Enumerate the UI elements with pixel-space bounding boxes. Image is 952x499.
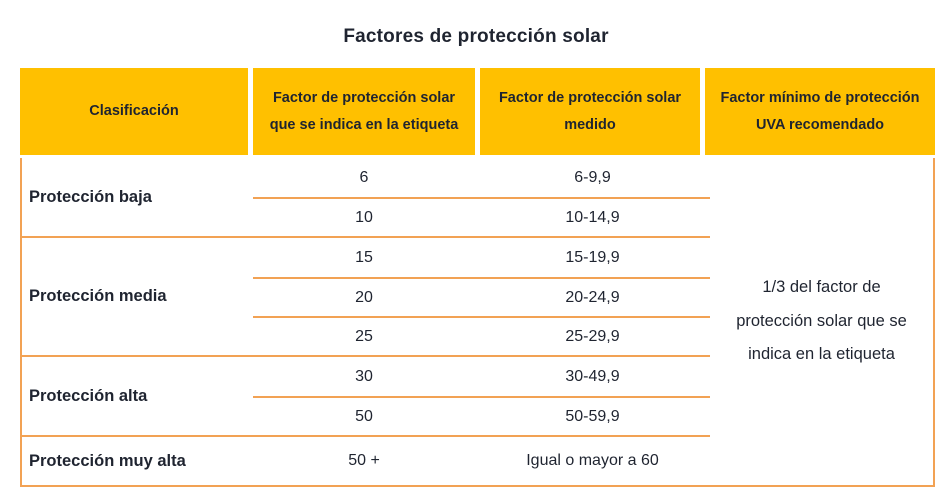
- factor-subrows: 15 15-19,9 20 20-24,9 25 25-29,9: [253, 238, 710, 355]
- classification-group: Protección alta 30 30-49,9 50 50-59,9: [22, 355, 710, 435]
- measured-factor-value: 6-9,9: [574, 168, 611, 186]
- measured-factor-value: 10-14,9: [565, 208, 620, 226]
- label-factor-value: 15: [355, 248, 373, 266]
- uva-merged-cell: 1/3 del factor de protección solar que s…: [710, 158, 933, 485]
- factor-subrows: 6 6-9,9 10 10-14,9: [253, 158, 710, 236]
- header-factor-uva: Factor mínimo de protección UVA recomend…: [705, 68, 935, 155]
- label-factor-value: 10: [355, 208, 373, 226]
- classification-label: Protección media: [29, 287, 167, 305]
- table-row: 50 + Igual o mayor a 60: [253, 437, 710, 485]
- table-body: Protección baja 6 6-9,9 10 10-14,9 Protección…: [20, 158, 935, 487]
- label-factor-value: 20: [355, 288, 373, 306]
- table-row: 10 10-14,9: [253, 197, 710, 236]
- classification-group: Protección muy alta 50 + Igual o mayor a 6…: [22, 435, 710, 485]
- measured-factor-value: 20-24,9: [565, 288, 620, 306]
- table-row: 50 50-59,9: [253, 396, 710, 435]
- measured-factor-value: 50-59,9: [565, 407, 620, 425]
- label-factor-value: 30: [355, 367, 373, 385]
- uva-note-text: 1/3 del factor de protección solar que s…: [736, 277, 907, 364]
- table-row: 20 20-24,9: [253, 277, 710, 316]
- label-factor-value: 6: [359, 168, 369, 186]
- measured-factor-value: Igual o mayor a 60: [526, 452, 659, 469]
- label-factor-value: 25: [355, 327, 373, 345]
- measured-factor-value: 30-49,9: [565, 367, 620, 385]
- table-header-row: Clasificación Factor de protección solar…: [20, 68, 935, 155]
- factor-subrows: 30 30-49,9 50 50-59,9: [253, 357, 710, 435]
- label-factor-value: 50 +: [348, 452, 380, 469]
- measured-factor-value: 25-29,9: [565, 327, 620, 345]
- page-title: Factores de protección solar: [343, 26, 609, 47]
- header-factor-etiqueta: Factor de protección solar que se indica…: [253, 68, 475, 155]
- classification-label: Protección baja: [29, 187, 152, 206]
- table-row: 6 6-9,9: [253, 158, 710, 197]
- table-row: 15 15-19,9: [253, 238, 710, 277]
- measured-factor-value: 15-19,9: [565, 248, 620, 266]
- factor-subrows: 50 + Igual o mayor a 60: [253, 437, 710, 485]
- classification-group: Protección baja 6 6-9,9 10 10-14,9: [22, 158, 710, 236]
- table-row: 25 25-29,9: [253, 316, 710, 355]
- header-factor-medido: Factor de protección solar medido: [480, 68, 700, 155]
- table-row: 30 30-49,9: [253, 357, 710, 396]
- classification-group: Protección media 15 15-19,9 20 20-24,9 25 25-2…: [22, 236, 710, 355]
- classification-label: Protección alta: [29, 386, 148, 405]
- classification-groups: Protección baja 6 6-9,9 10 10-14,9 Protección…: [22, 158, 710, 485]
- header-clasificacion: Clasificación: [20, 68, 248, 155]
- label-factor-value: 50: [355, 407, 373, 425]
- sun-protection-table: Clasificación Factor de protección solar…: [20, 68, 935, 487]
- classification-label: Protección muy alta: [29, 451, 186, 470]
